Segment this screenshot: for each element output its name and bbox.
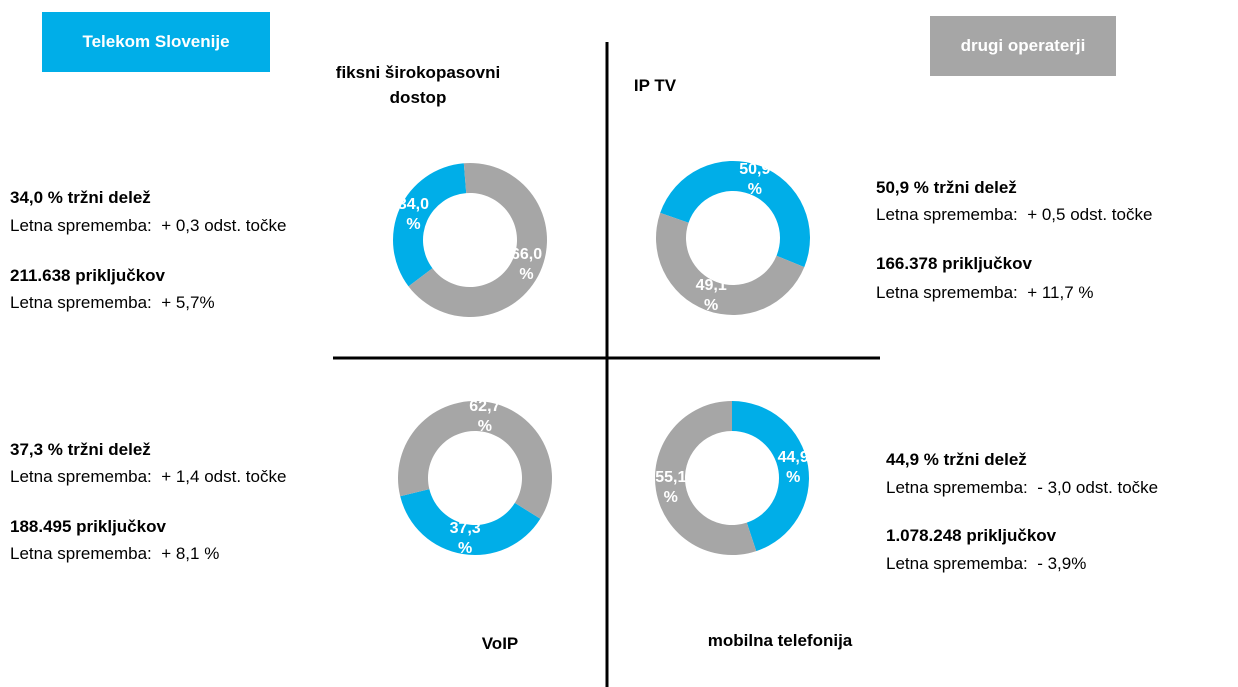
annotation: 37,3 % tržni delež [10,440,151,459]
donut-slice [400,489,541,555]
value-label: 34,0 % [397,195,429,233]
value-label: 50,9 % [739,160,771,198]
annotation: 44,9 % tržni delež [886,450,1027,469]
value-label: 44,9 % [777,449,809,487]
annotation: Letna sprememba: + 5,7% [10,293,215,312]
annotation: Letna sprememba: + 0,3 odst. točke [10,216,287,235]
annotation: 188.495 priključkov [10,517,166,536]
annotation: Letna sprememba: - 3,9% [886,554,1087,573]
donut-slice [408,163,547,317]
value-label: 66,0 % [510,246,543,284]
annotation: Letna sprememba: + 11,7 % [876,283,1094,302]
annotation: Letna sprememba: + 0,5 odst. točke [876,205,1153,224]
chart-title: mobilna telefonija [707,631,853,650]
donut-slice [398,400,552,519]
annotation: 1.078.248 priključkov [886,526,1057,545]
annotation: 34,0 % tržni delež [10,188,151,207]
chart-title: fiksni širokopasovni dostop [335,63,501,107]
chart-title: VoIP [481,634,519,653]
donut-slice [654,401,757,556]
annotation: 166.378 priključkov [876,254,1032,273]
value-label: 37,3 % [449,520,481,558]
value-label: 62,7 % [469,397,501,435]
value-label: 55,1 % [655,468,687,506]
donut-slice [656,212,805,315]
donut-slice [392,163,467,287]
annotation: Letna sprememba: + 8,1 % [10,544,220,563]
annotation: Letna sprememba: - 3,0 odst. točke [886,478,1159,497]
annotation: Letna sprememba: + 1,4 odst. točke [10,467,287,486]
annotation: 50,9 % tržni delež [876,178,1017,197]
donut-slice [660,160,811,268]
annotation: 211.638 priključkov [10,266,165,285]
donut-slice [732,401,809,552]
legend-item: drugi operaterji [930,16,1116,76]
legend-item: Telekom Slovenije [42,12,270,72]
value-label: 49,1 % [695,277,727,315]
chart-title: IP TV [633,76,677,95]
